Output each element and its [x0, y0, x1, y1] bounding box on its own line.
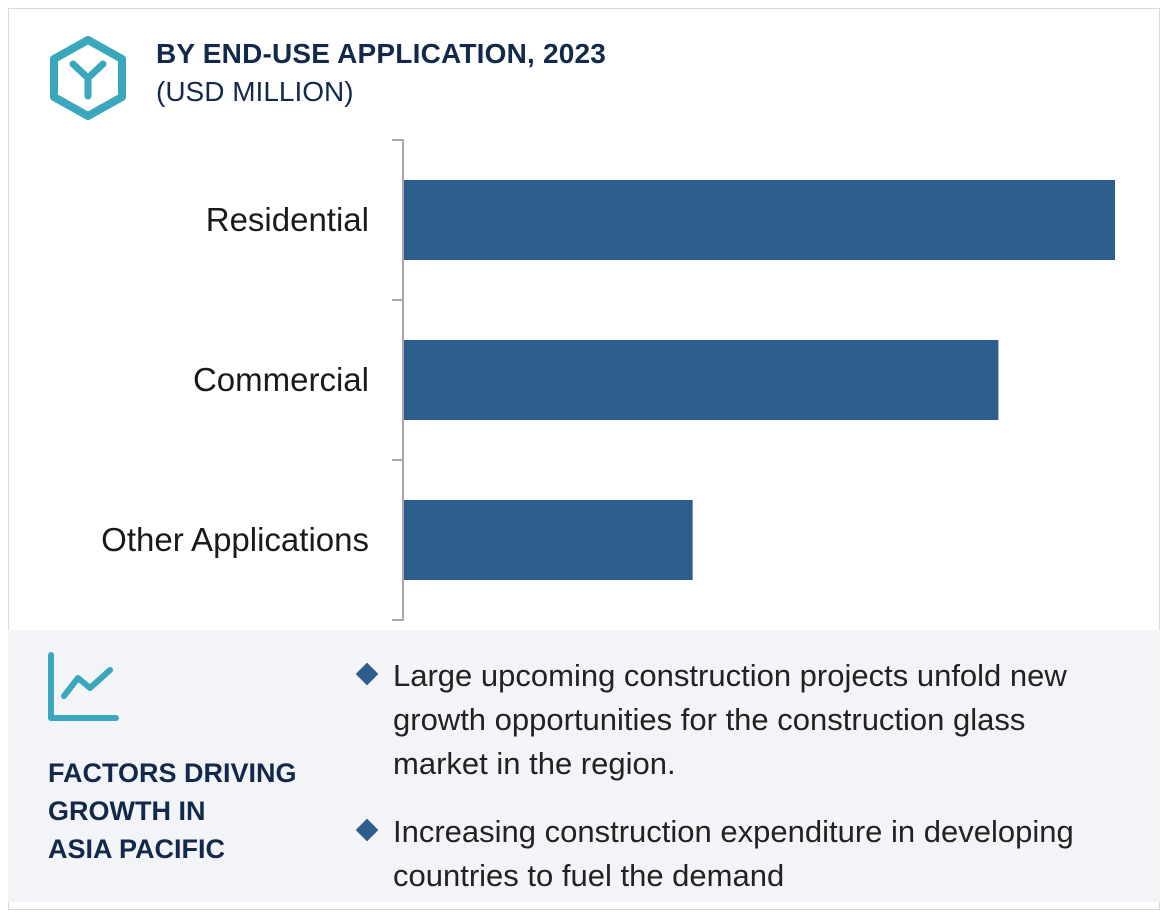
category-label: Residential	[206, 201, 369, 238]
factors-heading-line: ASIA PACIFIC	[48, 834, 226, 864]
bullet-line: market in the region.	[393, 746, 676, 781]
factor-bullet-text: Large upcoming construction projects unf…	[393, 654, 1067, 786]
bar-residential	[404, 180, 1115, 260]
factors-heading-line: GROWTH IN	[48, 796, 206, 826]
category-axis	[392, 139, 404, 621]
category-label: Commercial	[193, 361, 369, 398]
factors-heading: FACTORS DRIVING GROWTH IN ASIA PACIFIC	[48, 754, 297, 868]
bullet-line: Increasing construction expenditure in d…	[393, 814, 1074, 849]
factors-panel	[8, 630, 1160, 902]
bullet-line: Large upcoming construction projects unf…	[393, 658, 1067, 693]
chart-title: BY END-USE APPLICATION, 2023	[156, 38, 607, 69]
bar-commercial	[404, 340, 999, 420]
bar-other-applications	[404, 500, 693, 580]
hexagon-y-logo-icon	[50, 36, 126, 120]
category-label: Other Applications	[101, 521, 369, 558]
bullet-line: growth opportunities for the constructio…	[393, 702, 1026, 737]
factors-heading-line: FACTORS DRIVING	[48, 758, 297, 788]
bar-chart: Residential Commercial Other Applications	[101, 139, 1115, 621]
bullet-line: countries to fuel the demand	[393, 858, 785, 893]
factor-bullet-text: Increasing construction expenditure in d…	[393, 810, 1074, 898]
line-chart-trend-icon	[48, 652, 119, 721]
chart-subtitle: (USD MILLION)	[156, 76, 354, 107]
